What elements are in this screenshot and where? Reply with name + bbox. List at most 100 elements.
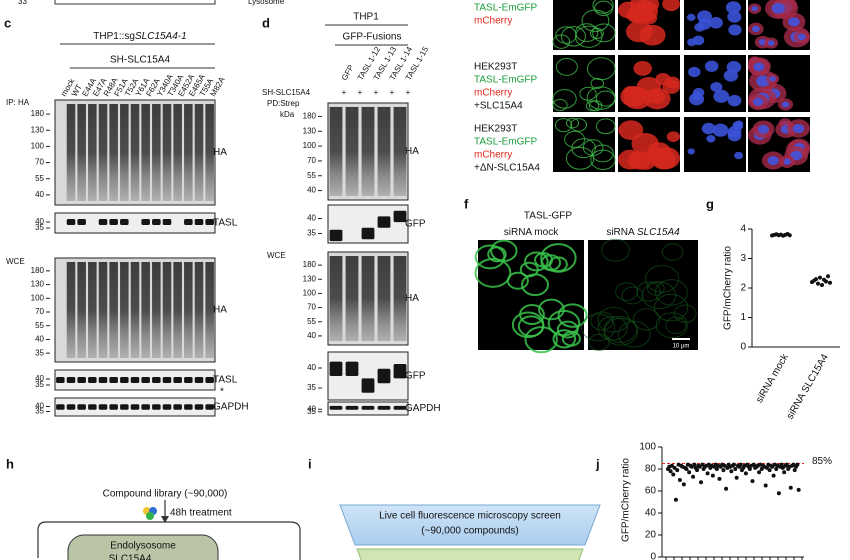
nucleus (688, 66, 701, 78)
data-point (717, 476, 722, 481)
cell (579, 86, 597, 101)
nucleus (788, 17, 800, 27)
sign: + (390, 88, 395, 97)
blot-band (98, 377, 108, 383)
kda-marker: 40 (307, 186, 316, 195)
blot-name: HA (405, 293, 419, 304)
data-point (759, 467, 764, 471)
blot-lane (120, 262, 129, 358)
funnel-text: Live cell fluorescence microscopy screen (379, 511, 561, 522)
blot-lane (141, 262, 150, 358)
protein: SLC15A4 (109, 554, 152, 560)
y-tick-label: 80 (645, 464, 657, 475)
membrane (538, 298, 565, 321)
nucleus (753, 97, 764, 106)
blot-band (77, 377, 86, 383)
compound (146, 512, 154, 520)
blot-band (205, 219, 214, 225)
kda-marker: 70 (35, 307, 44, 316)
blot-band (194, 377, 204, 383)
kda-marker: 70 (35, 158, 44, 167)
cell-line-part: THP1::sg (93, 31, 135, 42)
membrane (615, 282, 639, 301)
data-point (697, 464, 702, 469)
data-point (782, 470, 787, 475)
membrane (588, 333, 610, 351)
blot-name: HA (213, 305, 227, 316)
kda-marker: 70 (307, 303, 316, 312)
data-point (673, 497, 678, 502)
blot-lane (184, 104, 193, 201)
cell-line: THP1 (353, 12, 379, 23)
blot-band (120, 219, 129, 225)
sign: + (374, 88, 379, 97)
blot-band (205, 377, 214, 383)
cell (623, 86, 638, 98)
nucleus (687, 148, 695, 155)
blot-lane (173, 262, 182, 358)
nucleus (781, 101, 790, 108)
blot-name: HA (405, 146, 419, 157)
y-tick-label: 60 (645, 486, 657, 497)
nucleus (701, 122, 716, 135)
blot-band (184, 404, 193, 410)
cell (618, 120, 644, 141)
data-point (791, 462, 796, 467)
blot-band (162, 404, 172, 410)
data-point (770, 464, 775, 469)
data-point (751, 462, 756, 467)
blot-band (77, 404, 86, 410)
blot-lane (194, 262, 204, 358)
blot-lane (141, 104, 150, 201)
blot-lane (88, 262, 97, 358)
nucleus (687, 38, 697, 47)
membrane (534, 252, 554, 268)
data-point (779, 462, 784, 467)
blot-band (194, 404, 204, 410)
data-point (700, 462, 705, 467)
kda-marker: 100 (31, 293, 45, 302)
blot-name: GFP (405, 371, 426, 382)
blot-band (98, 219, 108, 225)
blot-band (66, 219, 76, 225)
y-tick-label: 3 (740, 253, 746, 264)
membrane (617, 321, 651, 348)
group: GFP-Fusions (343, 32, 402, 43)
condition-part: siRNA (606, 227, 637, 238)
cell (633, 60, 652, 76)
kda-marker: 55 (35, 174, 44, 183)
data-point (669, 463, 674, 468)
panel-label: c (4, 15, 11, 30)
kda-marker: 55 (307, 317, 316, 326)
blot-lane (361, 256, 375, 341)
cut-number: 33 (18, 0, 27, 6)
cell (560, 26, 586, 47)
data-point (824, 279, 828, 284)
blot-name: GAPDH (213, 402, 249, 413)
membrane (654, 293, 689, 322)
cell (626, 7, 645, 23)
section-label: PD:Strep (267, 99, 300, 108)
membrane (552, 329, 577, 349)
blot-name: GFP (405, 219, 426, 230)
nucleus (733, 122, 743, 131)
cell (640, 0, 660, 12)
blot-lane (345, 107, 359, 196)
panel-label: i (308, 456, 312, 471)
kda-marker: 35 (307, 229, 316, 238)
blot-band (152, 404, 161, 410)
blot-band (393, 364, 407, 379)
nucleus (704, 60, 719, 72)
blot-band (329, 229, 343, 242)
membrane (621, 286, 644, 305)
membrane (487, 246, 507, 263)
cell-label: mCherry (474, 88, 512, 99)
blot-band (88, 404, 97, 410)
data-point (671, 472, 676, 477)
kda-marker: 100 (303, 141, 317, 150)
blot-lane (162, 104, 172, 201)
cell (575, 25, 603, 48)
nucleus (734, 151, 744, 160)
data-point (689, 464, 694, 469)
blot-lane (361, 107, 375, 196)
